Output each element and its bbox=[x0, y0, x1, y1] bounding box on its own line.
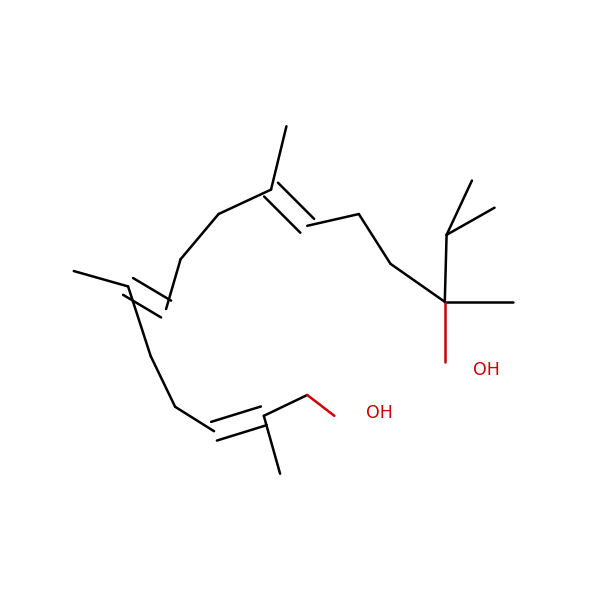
Text: OH: OH bbox=[473, 361, 500, 379]
Text: OH: OH bbox=[366, 404, 393, 422]
